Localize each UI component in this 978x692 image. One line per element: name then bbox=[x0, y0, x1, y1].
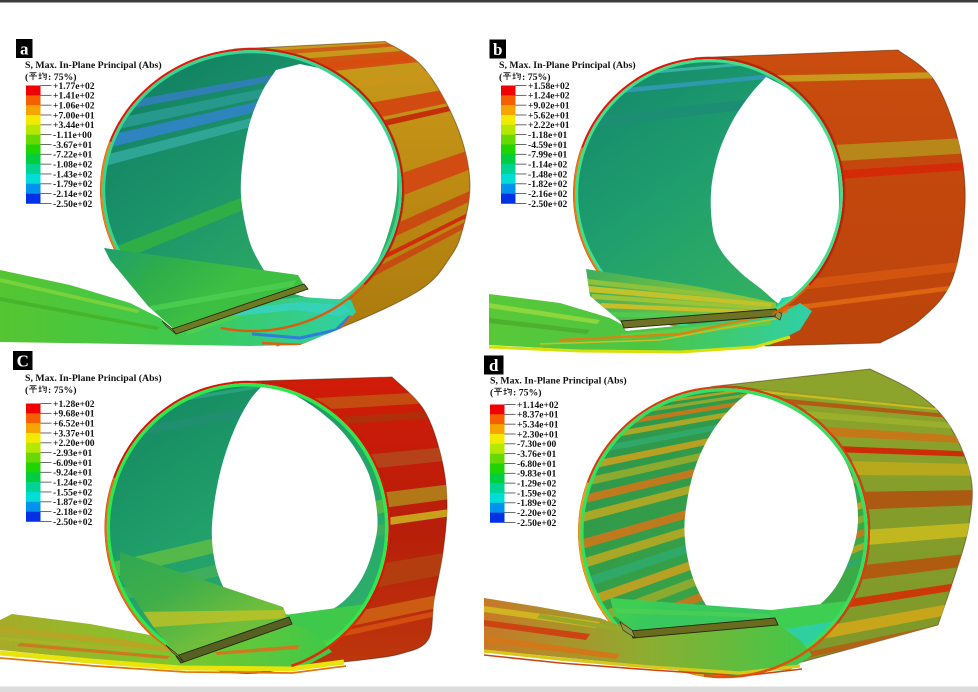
svg-text:+2.22e+01: +2.22e+01 bbox=[528, 120, 570, 131]
svg-text:-1.55e+02: -1.55e+02 bbox=[53, 487, 93, 498]
svg-text:C: C bbox=[17, 352, 29, 371]
svg-text:: 75%): : 75%) bbox=[48, 72, 77, 83]
svg-text:+1.24e+02: +1.24e+02 bbox=[528, 91, 570, 102]
svg-text:+1.77e+02: +1.77e+02 bbox=[53, 81, 95, 92]
svg-text:-1.48e+02: -1.48e+02 bbox=[528, 169, 568, 180]
svg-text:-2.16e+02: -2.16e+02 bbox=[528, 189, 568, 200]
svg-text:-7.99e+01: -7.99e+01 bbox=[528, 150, 568, 161]
svg-text:-6.09e+01: -6.09e+01 bbox=[53, 458, 93, 469]
svg-text:+6.52e+01: +6.52e+01 bbox=[53, 419, 95, 430]
svg-text:(: ( bbox=[25, 72, 28, 83]
svg-text:+1.06e+02: +1.06e+02 bbox=[53, 101, 95, 112]
svg-text:-3.76e+01: -3.76e+01 bbox=[517, 449, 557, 460]
svg-text:+5.34e+01: +5.34e+01 bbox=[517, 420, 559, 431]
svg-text:+1.41e+02: +1.41e+02 bbox=[53, 91, 95, 102]
svg-text:+2.30e+01: +2.30e+01 bbox=[517, 429, 559, 440]
svg-text:-1.89e+02: -1.89e+02 bbox=[517, 498, 557, 509]
svg-text:(: ( bbox=[490, 388, 493, 399]
svg-text:+8.37e+01: +8.37e+01 bbox=[517, 410, 559, 421]
svg-text:b: b bbox=[493, 40, 502, 59]
svg-text:+2.20e+00: +2.20e+00 bbox=[53, 438, 95, 449]
svg-text:-6.80e+01: -6.80e+01 bbox=[517, 459, 557, 470]
svg-text:-9.24e+01: -9.24e+01 bbox=[53, 468, 93, 479]
svg-text:-1.87e+02: -1.87e+02 bbox=[53, 497, 93, 508]
svg-text:-7.30e+00: -7.30e+00 bbox=[517, 439, 557, 450]
svg-text:-1.18e+01: -1.18e+01 bbox=[528, 130, 568, 141]
svg-text:-2.14e+02: -2.14e+02 bbox=[53, 189, 93, 200]
svg-text:-9.83e+01: -9.83e+01 bbox=[517, 469, 557, 480]
svg-text:+1.28e+02: +1.28e+02 bbox=[53, 399, 95, 410]
svg-text:+7.00e+01: +7.00e+01 bbox=[53, 110, 95, 121]
svg-text:+5.62e+01: +5.62e+01 bbox=[528, 110, 570, 121]
svg-text:-2.50e+02: -2.50e+02 bbox=[53, 199, 93, 210]
svg-text:+3.37e+01: +3.37e+01 bbox=[53, 428, 95, 439]
svg-text:: 75%): : 75%) bbox=[513, 388, 542, 399]
svg-text:-3.67e+01: -3.67e+01 bbox=[53, 140, 93, 151]
svg-text:+9.02e+01: +9.02e+01 bbox=[528, 101, 570, 112]
svg-text:-2.50e+02: -2.50e+02 bbox=[517, 518, 557, 529]
svg-text:-2.50e+02: -2.50e+02 bbox=[528, 199, 568, 210]
svg-text:-4.59e+01: -4.59e+01 bbox=[528, 140, 568, 151]
svg-text:+3.44e+01: +3.44e+01 bbox=[53, 120, 95, 131]
svg-text:a: a bbox=[20, 40, 29, 59]
svg-text:+1.58e+02: +1.58e+02 bbox=[528, 81, 570, 92]
svg-text:-1.14e+02: -1.14e+02 bbox=[528, 160, 568, 171]
svg-text:-1.24e+02: -1.24e+02 bbox=[53, 478, 93, 489]
svg-text:-2.20e+02: -2.20e+02 bbox=[517, 508, 557, 519]
svg-text:-1.08e+02: -1.08e+02 bbox=[53, 160, 93, 171]
svg-text:-1.82e+02: -1.82e+02 bbox=[528, 179, 568, 190]
svg-text:S, Max. In-Plane Principal (Ab: S, Max. In-Plane Principal (Abs) bbox=[25, 60, 162, 71]
svg-text:+9.68e+01: +9.68e+01 bbox=[53, 409, 95, 420]
svg-text:d: d bbox=[489, 356, 499, 375]
svg-text:-1.29e+02: -1.29e+02 bbox=[517, 479, 557, 490]
svg-text:: 75%): : 75%) bbox=[48, 385, 77, 396]
svg-text:S, Max. In-Plane Principal (Ab: S, Max. In-Plane Principal (Abs) bbox=[499, 60, 636, 71]
svg-text:+1.14e+02: +1.14e+02 bbox=[517, 400, 559, 411]
svg-text:-2.50e+02: -2.50e+02 bbox=[53, 517, 93, 528]
svg-text:S, Max. In-Plane Principal (Ab: S, Max. In-Plane Principal (Abs) bbox=[490, 376, 627, 387]
svg-text:-1.59e+02: -1.59e+02 bbox=[517, 488, 557, 499]
svg-text:-1.11e+00: -1.11e+00 bbox=[53, 130, 92, 141]
svg-text:(: ( bbox=[25, 385, 28, 396]
svg-text:S, Max. In-Plane Principal (Ab: S, Max. In-Plane Principal (Abs) bbox=[25, 373, 162, 384]
svg-text:-7.22e+01: -7.22e+01 bbox=[53, 150, 93, 161]
svg-text:: 75%): : 75%) bbox=[522, 72, 551, 83]
svg-text:-2.93e+01: -2.93e+01 bbox=[53, 448, 93, 459]
svg-text:(: ( bbox=[499, 72, 502, 83]
svg-text:-1.79e+02: -1.79e+02 bbox=[53, 179, 93, 190]
svg-text:-2.18e+02: -2.18e+02 bbox=[53, 507, 93, 518]
svg-text:-1.43e+02: -1.43e+02 bbox=[53, 169, 93, 180]
